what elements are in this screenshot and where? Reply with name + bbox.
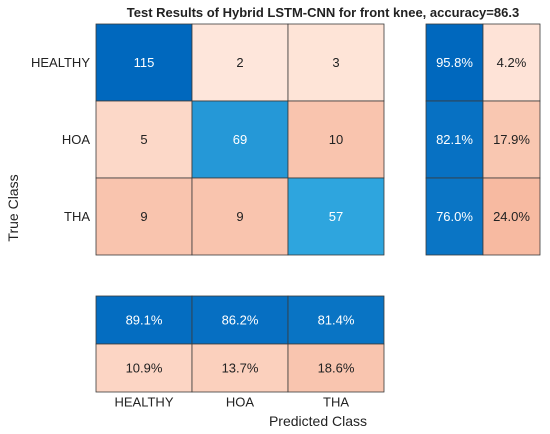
matrix-cell-value: 9	[236, 209, 243, 224]
row-summary-correct-value: 82.1%	[436, 132, 473, 147]
col-summary-incorrect-cell	[287, 343, 385, 393]
matrix-cell	[191, 177, 289, 256]
row-summary-incorrect-cell	[482, 100, 541, 179]
col-summary-incorrect-cell	[191, 343, 289, 393]
column-tick-label: HOA	[226, 395, 255, 410]
row-summary-incorrect-cell	[482, 23, 541, 102]
matrix-cell	[191, 23, 289, 102]
col-summary-correct-value: 86.2%	[222, 313, 259, 328]
column-summary: 89.1% 10.9% 86.2% 13.7% 81.4% 18.6%	[95, 295, 385, 393]
matrix-cell	[95, 177, 193, 256]
col-summary-incorrect-value: 13.7%	[222, 361, 259, 376]
row-summary-incorrect-cell	[482, 177, 541, 256]
column-tick-label: HEALTHY	[115, 395, 174, 410]
x-axis-label: Predicted Class	[269, 413, 367, 429]
col-summary-correct-cell	[191, 295, 289, 345]
matrix-cell	[191, 100, 289, 179]
row-summary-correct-cell	[425, 23, 484, 102]
row-summary-incorrect-value: 24.0%	[493, 209, 530, 224]
matrix-cell-value: 5	[140, 132, 147, 147]
row-summary-correct-value: 76.0%	[436, 209, 473, 224]
col-summary-correct-cell	[287, 295, 385, 345]
matrix-cell-value: 2	[236, 55, 243, 70]
column-labels: HEALTHY HOA THA	[115, 395, 350, 410]
col-summary-incorrect-cell	[95, 343, 193, 393]
matrix-cell	[287, 100, 385, 179]
matrix-cell	[287, 177, 385, 256]
matrix-cell	[287, 23, 385, 102]
col-summary-correct-value: 81.4%	[318, 313, 355, 328]
row-tick-label: HEALTHY	[31, 55, 90, 70]
row-summary-correct-cell	[425, 177, 484, 256]
matrix-cell-value: 10	[329, 132, 343, 147]
col-summary-correct-cell	[95, 295, 193, 345]
row-summary: 95.8% 4.2% 82.1% 17.9% 76.0% 24.0%	[425, 23, 541, 256]
matrix-cell-value: 3	[332, 55, 339, 70]
matrix-cell-value: 9	[140, 209, 147, 224]
column-tick-label: THA	[323, 395, 349, 410]
row-tick-label: THA	[64, 209, 90, 224]
row-summary-correct-value: 95.8%	[436, 55, 473, 70]
chart-title: Test Results of Hybrid LSTM-CNN for fron…	[127, 5, 519, 20]
col-summary-correct-value: 89.1%	[126, 313, 163, 328]
matrix-cell-value: 69	[233, 132, 247, 147]
row-tick-label: HOA	[62, 132, 91, 147]
row-labels: HEALTHY HOA THA	[31, 55, 90, 224]
matrix-cell-value: 57	[329, 209, 343, 224]
matrix-cell-value: 115	[134, 55, 155, 70]
matrix-cell	[95, 23, 193, 102]
y-axis-label: True Class	[5, 174, 21, 241]
row-summary-incorrect-value: 4.2%	[497, 55, 527, 70]
col-summary-incorrect-value: 18.6%	[318, 361, 355, 376]
confusion-matrix: 115 2 3 5 69 10 9 9 57	[95, 23, 385, 256]
row-summary-incorrect-value: 17.9%	[493, 132, 530, 147]
matrix-cell	[95, 100, 193, 179]
row-summary-correct-cell	[425, 100, 484, 179]
col-summary-incorrect-value: 10.9%	[126, 361, 163, 376]
